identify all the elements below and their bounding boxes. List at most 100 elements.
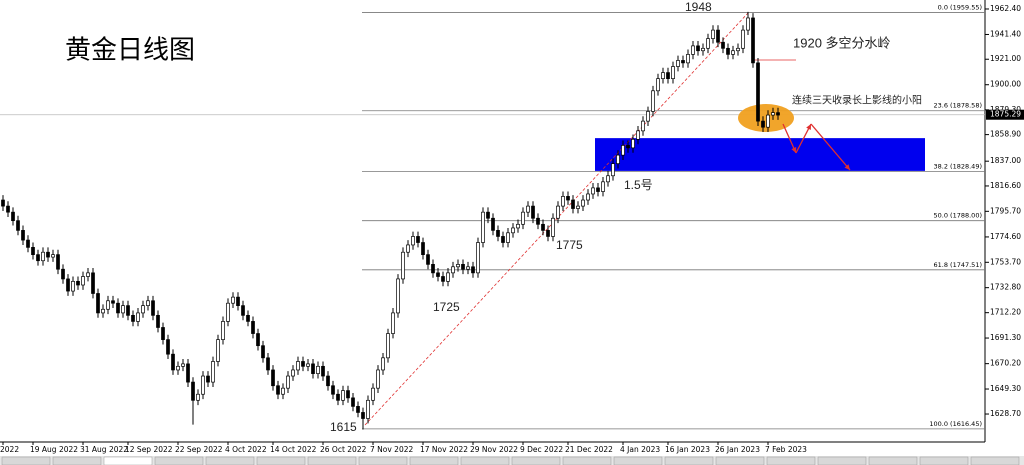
candle-body — [376, 369, 380, 389]
candle-body — [746, 17, 750, 31]
tab — [52, 456, 102, 465]
candle-body — [436, 272, 440, 277]
candle-body — [171, 353, 175, 371]
candle-body — [481, 211, 485, 243]
candle-body — [411, 236, 415, 246]
annotation: 1.5号 — [624, 178, 653, 192]
zone — [595, 138, 925, 171]
candle-body — [46, 251, 50, 258]
candle-body — [71, 281, 75, 292]
y-tick-label: 1816.60 — [990, 181, 1021, 190]
candle-body — [761, 120, 765, 128]
tab — [970, 456, 1020, 465]
arrow-head — [844, 164, 850, 170]
candle-body — [301, 361, 305, 367]
candle-body — [251, 321, 255, 334]
candle-body — [501, 236, 505, 243]
x-tick-label: 26 Jan 2023 — [715, 445, 760, 454]
fib-label: 50.0 (1788.00) — [934, 212, 983, 220]
candle-body — [626, 145, 630, 149]
candle-body — [141, 305, 145, 314]
y-tick-label: 1941.40 — [990, 29, 1021, 38]
candle-body — [721, 41, 725, 49]
candle-body — [166, 339, 170, 355]
candle-body — [136, 312, 140, 322]
annotation: 1948 — [685, 0, 712, 14]
candle-body — [751, 17, 755, 64]
candle-body — [601, 181, 605, 192]
tab — [205, 456, 255, 465]
candle-body — [331, 385, 335, 395]
x-tick-label: 17 Nov 2022 — [420, 445, 468, 454]
candle-body — [731, 50, 735, 55]
candle-body — [361, 412, 365, 419]
candle-body — [566, 196, 570, 201]
annotation: 1920 多空分水岭 — [793, 35, 891, 50]
y-tick-label: 1921.00 — [990, 54, 1021, 63]
candle-body — [446, 272, 450, 282]
candle-body — [771, 112, 775, 116]
candle-body — [686, 54, 690, 64]
x-tick-label: 9 Dec 2022 — [520, 445, 563, 454]
candle-body — [426, 254, 430, 265]
price-tag — [986, 109, 1024, 120]
candle-body — [396, 278, 400, 314]
candle-body — [551, 217, 555, 237]
candle-body — [591, 187, 595, 195]
candle-body — [106, 300, 110, 310]
candle-body — [421, 242, 425, 256]
candle-body — [476, 242, 480, 274]
candle-body — [271, 369, 275, 387]
candle-body — [201, 375, 205, 395]
fib-label: 0.0 (1959.55) — [938, 3, 982, 11]
candle-body — [546, 230, 550, 237]
candle-body — [186, 363, 190, 383]
candle-body — [26, 239, 30, 248]
candle-body — [381, 357, 385, 371]
x-tick-label: 4 Oct 2022 — [225, 445, 267, 454]
fib-label: 38.2 (1828.49) — [934, 163, 983, 171]
x-tick-label: 16 Jan 2023 — [665, 445, 710, 454]
candle-body — [306, 363, 310, 367]
candle-body — [636, 130, 640, 140]
tab — [511, 456, 561, 465]
arrow-head — [791, 147, 797, 153]
y-tick-label: 1691.30 — [990, 333, 1021, 342]
candle-body — [161, 327, 165, 340]
candle-body — [211, 361, 215, 383]
candle-body — [416, 236, 420, 243]
x-tick-label: 2022 — [0, 445, 19, 454]
candle-body — [316, 365, 320, 374]
candle-body — [401, 251, 405, 280]
candle-body — [336, 393, 340, 401]
candle-body — [431, 264, 435, 274]
candle-body — [236, 296, 240, 306]
y-tick-label: 1732.80 — [990, 283, 1021, 292]
tab — [307, 456, 357, 465]
tab — [1, 456, 51, 465]
candle-body — [76, 281, 80, 286]
candle-body — [226, 302, 230, 322]
candle-body — [701, 47, 705, 52]
candle-body — [21, 230, 25, 241]
candle-body — [206, 375, 210, 383]
tab — [409, 456, 459, 465]
candle-body — [151, 300, 155, 316]
candle-body — [471, 266, 475, 274]
candle-body — [131, 314, 135, 322]
candle-body — [391, 312, 395, 334]
candle-body — [231, 296, 235, 304]
candle-body — [6, 205, 10, 213]
candle-body — [191, 381, 195, 401]
x-tick-label: 26 Oct 2022 — [320, 445, 367, 454]
y-tick-label: 1858.90 — [990, 130, 1021, 139]
candle-body — [486, 211, 490, 219]
candle-body — [586, 193, 590, 201]
candle-body — [646, 111, 650, 122]
tab — [868, 456, 918, 465]
candle-body — [676, 60, 680, 67]
candle-body — [341, 390, 345, 401]
arrow-head — [806, 124, 811, 130]
candle-body — [311, 363, 315, 374]
tab-bar — [0, 456, 1024, 465]
